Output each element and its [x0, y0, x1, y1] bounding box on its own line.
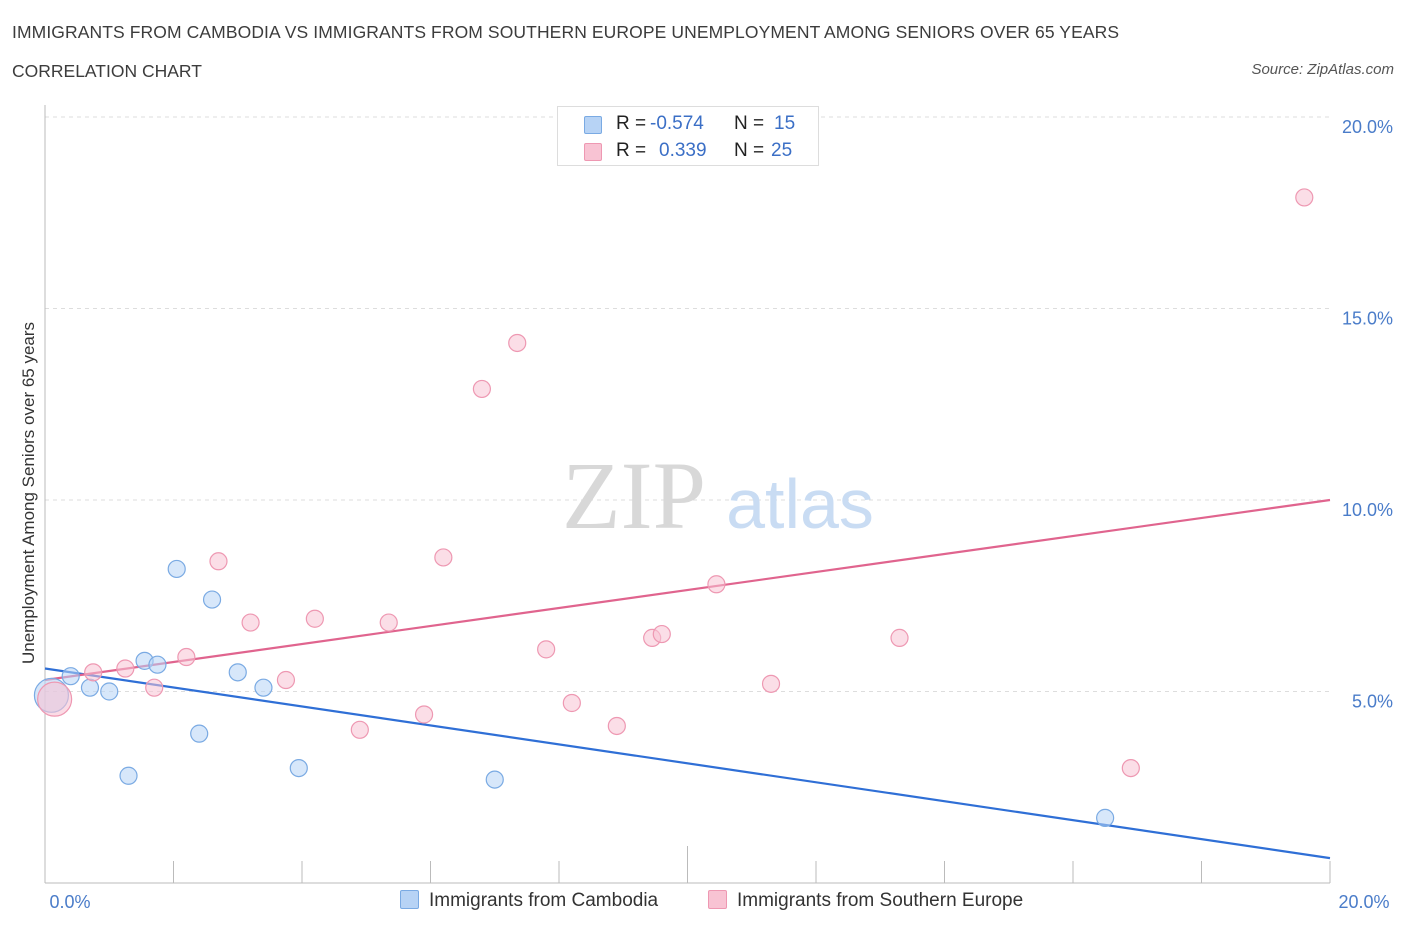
- r-label: R =: [616, 113, 647, 134]
- point-seurope: [562, 693, 581, 713]
- y-tick-labels: 5.0% 10.0% 15.0% 20.0%: [1342, 117, 1393, 712]
- point-seurope: [707, 575, 726, 594]
- point-seurope: [1295, 188, 1314, 207]
- point-cambodia: [289, 758, 308, 778]
- point-seurope: [1121, 758, 1140, 778]
- point-cambodia: [1096, 808, 1115, 827]
- point-cambodia: [228, 663, 247, 682]
- point-seurope: [84, 663, 103, 682]
- n-value: 15: [774, 113, 796, 134]
- y-tick-label: 10.0%: [1342, 500, 1393, 520]
- legend-item-seurope: Immigrants from Southern Europe: [708, 890, 1023, 912]
- point-seurope: [177, 647, 196, 667]
- gridlines: [45, 116, 1330, 692]
- source-credit: Source: ZipAtlas.com: [1251, 61, 1394, 78]
- point-cambodia: [119, 766, 138, 785]
- trend-line-seurope: [44, 498, 1331, 682]
- r-label: R =: [616, 140, 647, 161]
- legend-label: Immigrants from Cambodia: [429, 890, 659, 911]
- r-value: -0.574: [650, 113, 704, 134]
- point-seurope: [145, 678, 164, 697]
- point-seurope: [209, 552, 228, 571]
- point-seurope: [241, 613, 260, 632]
- y-tick-label: 5.0%: [1352, 692, 1393, 712]
- trend-line-cambodia: [44, 667, 1331, 860]
- point-seurope: [537, 640, 556, 659]
- watermark-zip: ZIP: [562, 442, 706, 549]
- point-cambodia: [167, 559, 186, 579]
- y-tick-label: 15.0%: [1342, 309, 1393, 329]
- point-cambodia: [202, 590, 222, 609]
- point-seurope: [350, 720, 369, 739]
- point-cambodia: [190, 724, 209, 743]
- watermark: ZIP atlas: [562, 442, 874, 549]
- point-cambodia: [148, 655, 167, 674]
- n-label: N =: [734, 140, 765, 161]
- point-seurope: [414, 705, 434, 724]
- y-axis-label: Unemployment Among Seniors over 65 years: [19, 322, 38, 664]
- point-seurope: [379, 613, 398, 632]
- point-seurope: [652, 624, 671, 644]
- data-points: [33, 188, 1314, 827]
- cambodia-swatch: [584, 116, 602, 134]
- point-cambodia: [61, 667, 80, 686]
- trend-lines: [44, 498, 1331, 860]
- n-value: 25: [771, 140, 793, 161]
- seurope-legend-swatch: [708, 890, 727, 909]
- point-seurope: [276, 670, 296, 690]
- point-seurope: [37, 681, 73, 717]
- point-seurope: [508, 333, 527, 353]
- point-seurope: [607, 716, 626, 736]
- chart-subtitle: CORRELATION CHART: [12, 61, 202, 81]
- point-seurope: [305, 609, 324, 628]
- x-tick-label-max: 20.0%: [1338, 892, 1389, 912]
- point-seurope: [890, 628, 909, 647]
- y-tick-label: 20.0%: [1342, 117, 1393, 137]
- point-cambodia: [254, 678, 273, 697]
- x-tick-label-min: 0.0%: [49, 892, 90, 912]
- x-ticks: [44, 846, 1331, 883]
- legend-label: Immigrants from Southern Europe: [737, 890, 1024, 911]
- point-cambodia: [80, 678, 100, 697]
- legend-item-cambodia: Immigrants from Cambodia: [400, 890, 658, 912]
- n-label: N =: [734, 113, 765, 134]
- r-value: 0.339: [659, 140, 707, 161]
- point-seurope: [761, 674, 781, 693]
- watermark-atlas: atlas: [726, 465, 874, 543]
- correlation-legend: R = -0.574 N = 15 R = 0.339 N = 25: [557, 106, 819, 166]
- point-seurope: [434, 548, 453, 567]
- point-seurope: [472, 379, 491, 399]
- seurope-swatch: [584, 143, 602, 161]
- cambodia-legend-swatch: [400, 890, 419, 909]
- point-seurope: [116, 659, 135, 678]
- point-cambodia: [485, 770, 504, 789]
- point-cambodia: [100, 682, 119, 701]
- chart-title: IMMIGRANTS FROM CAMBODIA VS IMMIGRANTS F…: [12, 22, 1120, 42]
